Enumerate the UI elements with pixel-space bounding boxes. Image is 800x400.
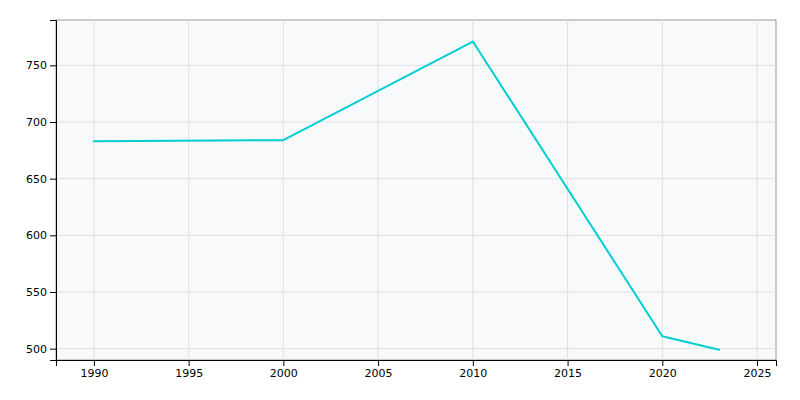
tick-mark — [50, 179, 56, 180]
tick: 2015 — [554, 360, 582, 380]
grid-line — [93, 20, 94, 360]
tick: 1995 — [175, 360, 203, 380]
tick: 2010 — [459, 360, 487, 380]
tick-mark — [757, 360, 758, 366]
line — [94, 42, 719, 350]
tick-label: 2005 — [365, 367, 393, 380]
tick-label: 1995 — [175, 367, 203, 380]
grid-line — [378, 20, 379, 360]
tick: 2025 — [744, 360, 772, 380]
tick-mark — [568, 360, 569, 366]
tick: 750 — [26, 59, 56, 72]
tick-label: 2015 — [554, 367, 582, 380]
tick-label: 700 — [26, 116, 47, 129]
grid-line — [56, 235, 776, 236]
chart: 1990 1995 2000 2005 2010 2015 2020 2025 500 550 60… — [0, 0, 800, 400]
grid-line — [56, 122, 776, 123]
axis-line — [50, 21, 57, 361]
grid — [56, 20, 776, 360]
tick-mark — [473, 360, 474, 366]
tick: 550 — [26, 286, 56, 299]
grid-line — [56, 348, 776, 349]
tick-label: 1990 — [80, 367, 108, 380]
tick: 650 — [26, 173, 56, 186]
tick: 1990 — [80, 360, 108, 380]
grid-line — [472, 20, 473, 360]
tick-label: 750 — [26, 59, 47, 72]
tick-label: 2000 — [270, 367, 298, 380]
tick: 2020 — [649, 360, 677, 380]
y-axis: 500 550 600 650 700 750 — [26, 21, 57, 361]
tick-mark — [189, 360, 190, 366]
tick-label: 2010 — [459, 367, 487, 380]
marks — [94, 42, 719, 350]
plot-frame — [56, 20, 776, 360]
tick-mark — [94, 360, 95, 366]
tick-mark — [283, 360, 284, 366]
tick-mark — [50, 349, 56, 350]
axis-line — [57, 361, 777, 367]
grid-line — [56, 178, 776, 179]
tick: 500 — [26, 343, 56, 356]
grid-line — [283, 20, 284, 360]
tick-mark — [50, 292, 56, 293]
grid-line — [56, 65, 776, 66]
tick-label: 600 — [26, 229, 47, 242]
tick-mark — [378, 360, 379, 366]
tick-label: 2020 — [649, 367, 677, 380]
tick-label: 500 — [26, 343, 47, 356]
grid-line — [56, 292, 776, 293]
tick-label: 2025 — [744, 367, 772, 380]
tick: 600 — [26, 229, 56, 242]
tick: 700 — [26, 116, 56, 129]
tick: 2005 — [365, 360, 393, 380]
tick-mark — [50, 122, 56, 123]
grid-line — [188, 20, 189, 360]
tick-mark — [662, 360, 663, 366]
plot: 1990 1995 2000 2005 2010 2015 2020 2025 500 550 60… — [26, 20, 777, 380]
tick-mark — [50, 65, 56, 66]
grid-line — [757, 20, 758, 360]
tick: 2000 — [270, 360, 298, 380]
tick-label: 650 — [26, 173, 47, 186]
tick-label: 550 — [26, 286, 47, 299]
x-axis: 1990 1995 2000 2005 2010 2015 2020 2025 — [57, 360, 777, 380]
tick-mark — [50, 235, 56, 236]
grid-line — [662, 20, 663, 360]
